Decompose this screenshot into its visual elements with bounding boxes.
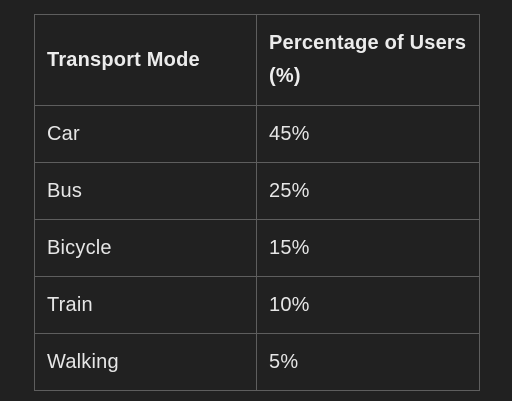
table-row: Train 10%	[34, 276, 480, 334]
cell-percent: 15%	[256, 219, 480, 277]
table-row: Bicycle 15%	[34, 219, 480, 277]
cell-percent: 5%	[256, 333, 480, 391]
cell-mode: Train	[34, 276, 257, 334]
table-header: Transport Mode Percentage of Users (%)	[34, 14, 480, 106]
cell-mode: Bus	[34, 162, 257, 220]
cell-mode: Car	[34, 105, 257, 163]
table-row: Car 45%	[34, 105, 480, 163]
cell-percent: 25%	[256, 162, 480, 220]
cell-mode: Walking	[34, 333, 257, 391]
header-percentage: Percentage of Users (%)	[256, 14, 480, 106]
cell-percent: 10%	[256, 276, 480, 334]
cell-mode: Bicycle	[34, 219, 257, 277]
table-body: Car 45% Bus 25% Bicycle 15% Train 10% Wa…	[34, 105, 480, 391]
cell-percent: 45%	[256, 105, 480, 163]
header-transport-mode: Transport Mode	[34, 14, 257, 106]
transport-table: Transport Mode Percentage of Users (%) C…	[34, 14, 480, 391]
table-row: Bus 25%	[34, 162, 480, 220]
table-row: Walking 5%	[34, 333, 480, 391]
header-row: Transport Mode Percentage of Users (%)	[34, 14, 480, 106]
